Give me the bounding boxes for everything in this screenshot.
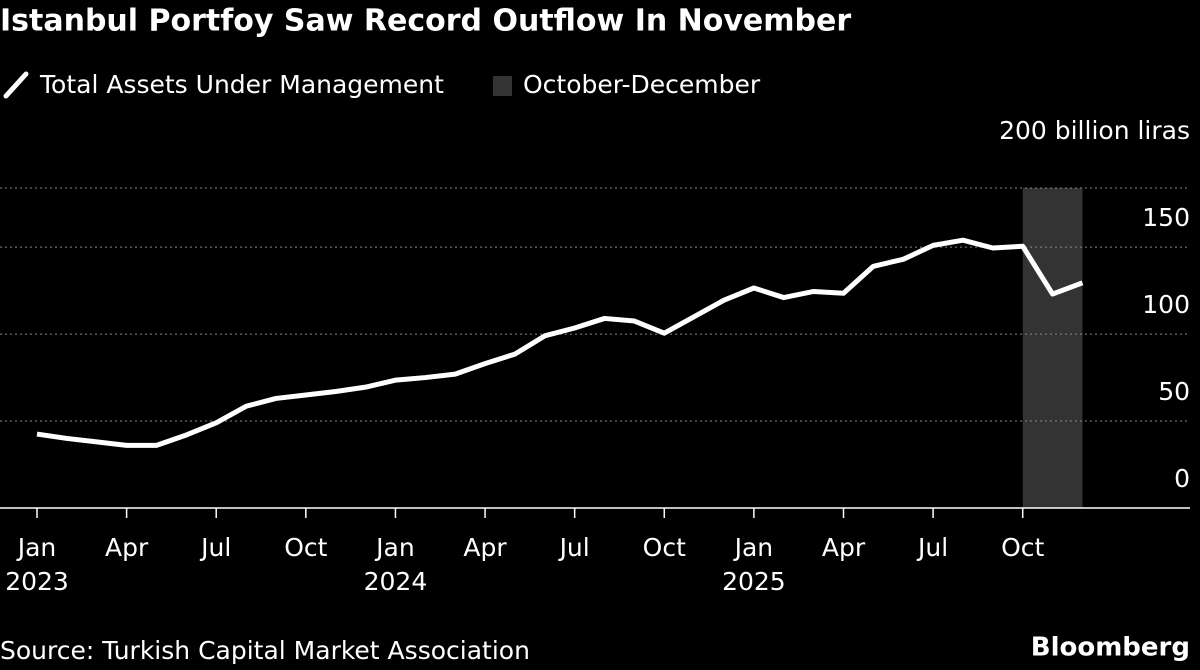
x-tick-label: Jan — [733, 533, 774, 562]
x-tick-year: 2024 — [364, 567, 428, 596]
x-tick-label: Jul — [916, 533, 948, 562]
legend-label: Total Assets Under Management — [39, 70, 444, 99]
x-tick-label: Apr — [822, 533, 866, 562]
series-line — [36, 237, 1084, 448]
highlight-span — [1022, 188, 1083, 508]
x-tick-label: Oct — [1001, 533, 1044, 562]
x-tick-label: Jan — [16, 533, 57, 562]
x-tick-label: Jan — [374, 533, 415, 562]
x-tick-label: Oct — [643, 533, 686, 562]
plot — [0, 187, 1190, 508]
legend-line-icon — [3, 71, 29, 99]
source: Source: Turkish Capital Market Associati… — [0, 636, 530, 665]
y-tick-label: 150 — [1142, 203, 1190, 232]
x-tick-year: 2023 — [5, 567, 69, 596]
y-tick-label: 50 — [1158, 377, 1190, 406]
y-tick-label: 0 — [1174, 464, 1190, 493]
y-tick-label: 200 billion liras — [999, 116, 1190, 145]
x-tick-label: Jul — [558, 533, 590, 562]
legend-span-icon — [493, 76, 512, 96]
x-tick-label: Apr — [105, 533, 149, 562]
x-tick-label: Oct — [284, 533, 327, 562]
x-tick-label: Apr — [463, 533, 507, 562]
legend-label: October-December — [523, 70, 761, 99]
x-tick-label: Jul — [199, 533, 231, 562]
chart-title: Istanbul Portfoy Saw Record Outflow In N… — [0, 4, 851, 39]
brand: Bloomberg — [1031, 633, 1190, 663]
y-tick-label: 100 — [1142, 290, 1190, 319]
x-tick-year: 2025 — [722, 567, 786, 596]
